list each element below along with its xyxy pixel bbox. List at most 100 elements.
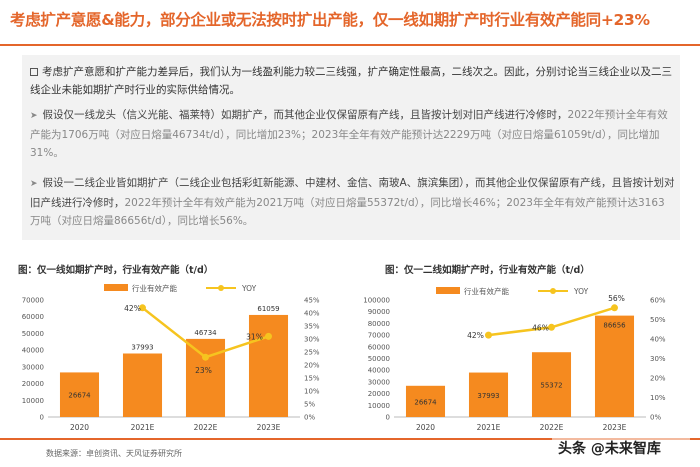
y-left-tick-label: 70000 <box>368 332 390 340</box>
x-tick-label: 2021E <box>131 423 155 432</box>
y-right-tick-label: 60% <box>650 297 666 305</box>
yoy-value-label: 42% <box>467 331 484 340</box>
bar-value-label: 37993 <box>131 343 153 351</box>
bar-value-label: 86656 <box>603 322 626 330</box>
legend-line-marker <box>218 285 224 291</box>
y-right-tick-label: 45% <box>304 297 320 305</box>
bar-capacity-2020 <box>59 372 100 417</box>
footer-divider <box>0 438 700 440</box>
yoy-point <box>485 331 492 339</box>
chart-one-title: 图：仅一线如期扩产时，行业有效产能（t/d） <box>18 265 214 276</box>
legend-line-marker <box>550 288 556 294</box>
watermark: 头条 @未来智库 <box>538 430 698 464</box>
x-tick-label: 2023E <box>603 423 627 432</box>
yoy-value-label: 42% <box>124 304 141 313</box>
y-left-tick-label: 30000 <box>368 378 390 386</box>
bar-capacity-2023E <box>248 314 289 417</box>
y-right-tick-label: 0% <box>304 414 315 422</box>
y-right-tick-label: 30% <box>650 355 666 363</box>
yoy-point <box>611 304 618 312</box>
summary-box <box>22 55 680 240</box>
yoy-point <box>202 353 209 361</box>
y-left-tick-label: 70000 <box>22 297 44 305</box>
page-title: 考虑扩产意愿&能力，部分企业或无法按时扩出产能，仅一线如期扩产时行业有效产能同+… <box>10 11 650 29</box>
yoy-point <box>265 332 272 340</box>
y-left-tick-label: 100000 <box>363 297 390 305</box>
yoy-value-label: 31% <box>246 332 263 341</box>
chart-one: 行业有效产能 YOY 0 10000 20000 30000 40000 50000 60000… <box>22 283 320 432</box>
yoy-value-label: 46% <box>532 323 549 332</box>
legend-label-capacity: 行业有效产能 <box>464 286 509 296</box>
y-right-tick-label: 25% <box>304 349 320 357</box>
bullet-two-text-a: 假设一二线企业皆如期扩产（二线企业包括彩虹新能源、中建材、金信、南玻A、旗滨集团… <box>30 177 675 209</box>
y-right-tick-label: 20% <box>304 362 320 370</box>
square-bullet-icon <box>30 68 38 76</box>
bar-value-label: 37993 <box>477 392 499 400</box>
chart-two-title: 图：仅一二线如期扩产时，行业有效产能（t/d） <box>385 265 590 276</box>
bar-capacity-2021E <box>122 353 163 417</box>
y-left-tick-label: 60000 <box>368 343 390 351</box>
bar-capacity-2023E <box>594 315 635 417</box>
bar-value-label: 46734 <box>194 329 217 337</box>
y-right-tick-label: 0% <box>650 414 661 422</box>
y-left-tick-label: 30000 <box>22 363 44 371</box>
bar-value-label: 61059 <box>257 305 279 313</box>
y-right-tick-label: 40% <box>304 310 320 318</box>
bullet-one: ➤ 假设仅一线龙头（信义光能、福莱特）如期扩产，而其他企业仅保留原有产线，且皆按计… <box>30 106 675 163</box>
bar-value-label: 55372 <box>540 382 562 390</box>
bar-value-label: 26674 <box>414 398 437 406</box>
bar-capacity-2022E <box>531 352 572 417</box>
bullet-two: ➤ 假设一二线企业皆如期扩产（二线企业包括彩虹新能源、中建材、金信、南玻A、旗滨集… <box>30 174 675 231</box>
y-left-tick-label: 60000 <box>22 313 44 321</box>
bullet-two-text-b: 2022年预计全年有效产能为2021万吨（对应日熔量55372t/d），同比增长… <box>30 196 665 228</box>
y-left-tick-label: 10000 <box>22 397 44 405</box>
bar-capacity-2021E <box>468 372 509 417</box>
x-tick-label: 2020 <box>416 423 435 432</box>
legend-label-yoy: YOY <box>573 287 589 296</box>
bullet-one-text-a: 假设仅一线龙头（信义光能、福莱特）如期扩产，而其他企业仅保留原有产线，且皆按计划… <box>42 109 568 121</box>
y-right-tick-label: 10% <box>650 394 666 402</box>
bullet-one-text-b: 2022年预计全年有效产能为1706万吨（对应日熔量46734t/d），同比增加… <box>30 109 668 159</box>
title-divider <box>0 44 700 46</box>
watermark-text: 头条 @未来智库 <box>558 441 661 457</box>
y-right-tick-label: 50% <box>650 316 666 324</box>
y-left-tick-label: 10000 <box>368 402 390 410</box>
y-left-tick-label: 90000 <box>368 308 390 316</box>
arrow-bullet-icon: ➤ <box>30 111 38 121</box>
x-tick-label: 2022E <box>194 423 218 432</box>
y-right-tick-label: 40% <box>650 336 666 344</box>
y-left-tick-label: 20000 <box>368 390 390 398</box>
legend-label-capacity: 行业有效产能 <box>132 283 177 293</box>
y-left-tick-label: 80000 <box>368 320 390 328</box>
x-tick-label: 2022E <box>540 423 564 432</box>
intro-text: 考虑扩产意愿和扩产能力差异后，我们认为一线盈利能力较二三线强，扩产确定性最高，二… <box>30 66 672 96</box>
source-note: 数据来源：卓创资讯、天风证券研究所 <box>46 449 182 458</box>
yoy-point <box>139 304 146 312</box>
y-left-tick-label: 40000 <box>22 347 44 355</box>
chart-two: 行业有效产能 YOY 0 10000 20000 30000 40000 50000 60000… <box>363 286 666 432</box>
yoy-point <box>548 323 555 331</box>
y-right-tick-label: 10% <box>304 388 320 396</box>
x-tick-label: 2020 <box>70 423 89 432</box>
yoy-value-label: 56% <box>608 294 625 303</box>
y-left-tick-label: 50000 <box>22 330 44 338</box>
bar-value-label: 26674 <box>68 392 91 400</box>
intro-paragraph: 考虑扩产意愿和扩产能力差异后，我们认为一线盈利能力较二三线强，扩产确定性最高，二… <box>30 63 675 99</box>
y-right-tick-label: 35% <box>304 323 320 331</box>
yoy-value-label: 23% <box>195 366 212 375</box>
y-left-tick-label: 50000 <box>368 355 390 363</box>
y-right-tick-label: 30% <box>304 336 320 344</box>
y-left-tick-label: 0 <box>40 414 44 422</box>
y-right-tick-label: 20% <box>650 375 666 383</box>
bar-capacity-2020 <box>405 385 446 417</box>
legend-label-yoy: YOY <box>241 284 257 293</box>
x-tick-label: 2023E <box>257 423 281 432</box>
legend-bar-swatch <box>436 287 460 294</box>
y-left-tick-label: 0 <box>386 414 390 422</box>
y-left-tick-label: 20000 <box>22 380 44 388</box>
bar-capacity-2022E <box>185 338 226 417</box>
arrow-bullet-icon: ➤ <box>30 179 38 189</box>
y-left-tick-label: 40000 <box>368 367 390 375</box>
x-tick-label: 2021E <box>477 423 501 432</box>
legend-bar-swatch <box>104 284 128 291</box>
